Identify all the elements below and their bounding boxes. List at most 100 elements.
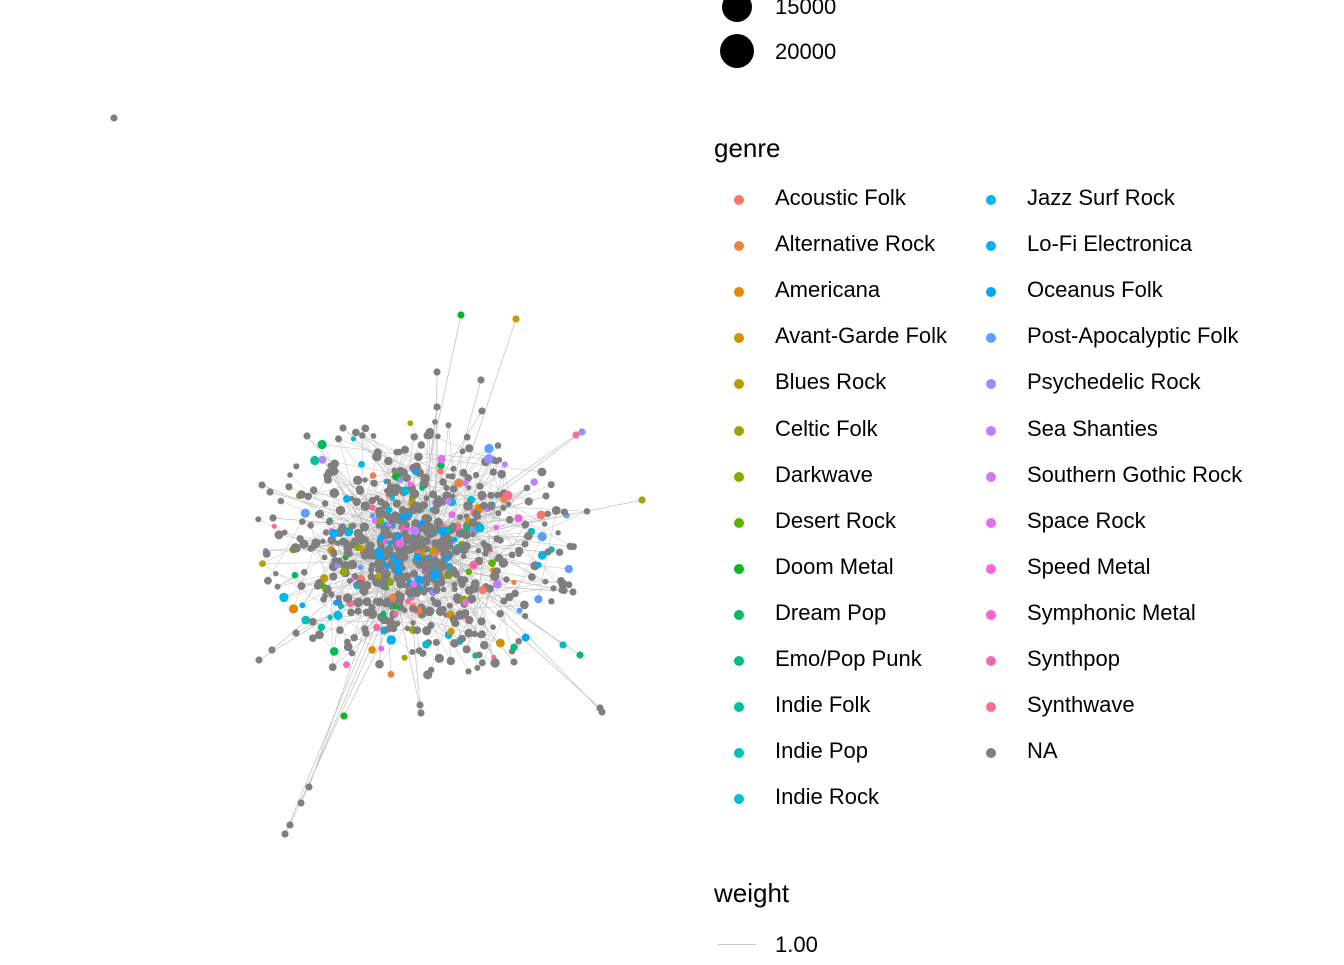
graph-node: [503, 491, 513, 501]
graph-node: [424, 515, 432, 523]
graph-node: [268, 646, 275, 653]
genre-key-dot: [734, 748, 744, 758]
graph-node: [388, 671, 395, 678]
graph-node: [299, 518, 306, 525]
size-key-label: 20000: [775, 39, 836, 65]
graph-node: [340, 568, 348, 576]
genre-key-dot: [986, 195, 996, 205]
graph-node: [343, 495, 351, 503]
genre-key-label: Sea Shanties: [1027, 416, 1158, 442]
graph-node: [461, 553, 467, 559]
graph-node: [554, 507, 560, 513]
graph-node: [465, 569, 472, 576]
graph-node: [441, 587, 447, 593]
graph-node: [292, 572, 299, 579]
graph-node: [409, 649, 415, 655]
graph-node: [458, 635, 466, 643]
graph-node: [452, 586, 458, 592]
graph-node: [495, 442, 502, 449]
graph-node: [506, 501, 512, 507]
genre-key-label: Americana: [775, 277, 880, 303]
graph-node: [358, 461, 365, 468]
graph-node: [570, 543, 577, 550]
graph-node: [410, 581, 417, 588]
graph-node: [412, 469, 418, 475]
graph-node: [411, 433, 418, 440]
graph-node: [369, 505, 375, 511]
graph-node: [495, 510, 501, 516]
genre-legend-item: Post-Apocalyptic Folk: [952, 320, 1212, 366]
genre-key-dot: [986, 241, 996, 251]
graph-node: [344, 550, 352, 558]
graph-node: [404, 583, 410, 589]
graph-node: [437, 455, 445, 463]
graph-node: [478, 407, 485, 414]
graph-node: [461, 547, 466, 552]
graph-node: [460, 448, 466, 454]
graph-node: [339, 424, 346, 431]
genre-key-dot: [986, 426, 996, 436]
graph-node: [303, 432, 310, 439]
graph-node: [377, 517, 385, 525]
graph-node: [370, 480, 377, 487]
graph-node: [282, 530, 288, 536]
genre-key-dot: [986, 564, 996, 574]
graph-node: [380, 531, 386, 537]
graph-node: [396, 449, 402, 455]
graph-node: [402, 607, 408, 613]
graph-node: [363, 597, 372, 606]
graph-node: [433, 403, 440, 410]
graph-node: [598, 708, 605, 715]
graph-node: [292, 629, 299, 636]
graph-node: [434, 600, 442, 608]
genre-key-dot: [986, 379, 996, 389]
graph-node: [521, 540, 528, 547]
graph-node: [340, 712, 347, 719]
genre-key-label: Indie Rock: [775, 784, 879, 810]
graph-node: [469, 561, 478, 570]
network-graph-svg: [0, 0, 700, 960]
graph-node: [534, 595, 542, 603]
graph-node: [487, 502, 495, 510]
graph-node: [510, 644, 517, 651]
graph-node: [465, 616, 473, 624]
graph-node: [484, 444, 493, 453]
graph-node: [263, 550, 271, 558]
graph-node: [318, 456, 326, 464]
graph-node: [423, 495, 429, 501]
graph-node: [326, 519, 333, 526]
graph-node: [433, 586, 441, 594]
graph-node: [272, 524, 277, 529]
genre-key-label: Synthpop: [1027, 646, 1120, 672]
graph-node: [361, 425, 369, 433]
graph-node: [360, 587, 369, 596]
network-graph: [0, 0, 700, 960]
graph-node: [537, 511, 546, 520]
graph-node: [472, 510, 480, 518]
graph-node: [431, 506, 440, 515]
genre-key-dot: [734, 564, 744, 574]
graph-node: [110, 114, 117, 121]
graph-node: [569, 588, 576, 595]
graph-node: [497, 470, 506, 479]
graph-node: [433, 368, 440, 375]
graph-node: [301, 616, 310, 625]
graph-node: [310, 486, 318, 494]
graph-node: [433, 639, 440, 646]
graph-node: [457, 514, 463, 520]
graph-node: [424, 536, 430, 542]
graph-node: [517, 608, 523, 614]
genre-key-label: Indie Folk: [775, 692, 870, 718]
graph-node: [490, 468, 497, 475]
genre-legend-item: Southern Gothic Rock: [952, 459, 1212, 505]
graph-node: [522, 634, 530, 642]
genre-key-dot: [986, 656, 996, 666]
graph-node: [405, 539, 410, 544]
graph-node: [542, 492, 549, 499]
graph-node: [259, 560, 266, 567]
genre-legend-item: Indie Pop: [700, 735, 960, 781]
graph-node: [434, 518, 443, 527]
graph-node: [336, 626, 344, 634]
graph-node: [521, 521, 529, 529]
graph-node: [525, 497, 533, 505]
